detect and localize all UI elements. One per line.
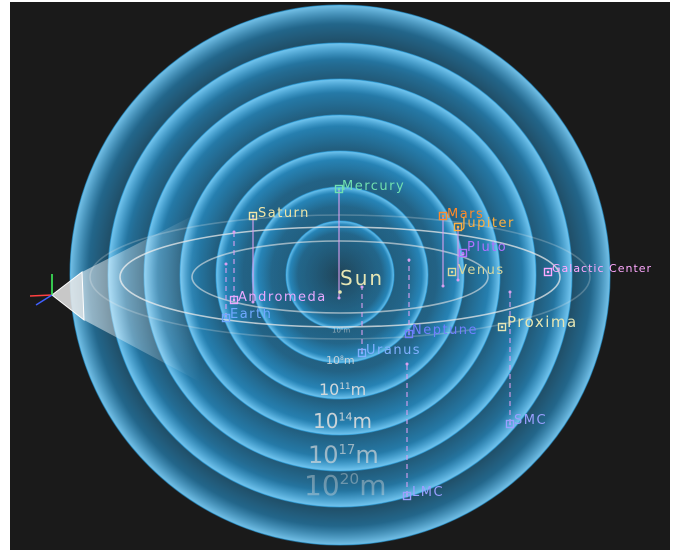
planet-marker-icon[interactable] [334,184,344,194]
label-venus[interactable]: Venus [458,263,505,278]
camera-view-cone [82,212,200,382]
label-neptune[interactable]: Neptune [412,323,479,338]
galaxy-marker-icon[interactable] [402,491,412,501]
planet-marker-icon[interactable] [447,267,457,277]
label-lmc[interactable]: LMC [412,485,445,500]
planet-marker-icon[interactable] [458,248,468,258]
scale-view-canvas[interactable]: Sun Mercury Saturn Mars Jupiter Pluto Venus And… [10,2,670,550]
scale-label: 1020m [304,469,387,502]
planet-marker-icon[interactable] [248,211,258,221]
label-mercury[interactable]: Mercury [342,179,406,194]
camera-body [51,271,85,322]
scale-label: 1017m [308,441,379,469]
scale-scene [29,4,611,546]
scale-label: 1014m [313,409,372,433]
label-smc[interactable]: SMC [514,413,548,428]
planet-marker-icon[interactable] [404,329,414,339]
scale-label: 108m [332,326,351,335]
camera-frustum [29,212,200,382]
star-marker-icon[interactable] [338,290,342,294]
axis-z [35,294,53,306]
label-saturn[interactable]: Saturn [258,206,310,221]
label-earth[interactable]: Earth [230,307,273,322]
label-jupiter[interactable]: Jupiter [462,216,515,231]
galaxy-marker-icon[interactable] [229,295,239,305]
label-pluto[interactable]: Pluto [467,240,508,255]
axis-x [29,294,53,297]
label-galactic-center[interactable]: Galactic Center [552,262,653,275]
scale-label: 1011m [319,380,367,399]
label-uranus[interactable]: Uranus [366,343,422,358]
planet-marker-icon[interactable] [221,313,231,323]
planet-marker-icon[interactable] [453,222,463,232]
star-marker-icon[interactable] [497,322,507,332]
label-mars[interactable]: Mars [447,207,485,222]
label-sun[interactable]: Sun [340,266,385,290]
label-proxima[interactable]: Proxima [507,313,578,331]
label-andromeda[interactable]: Andromeda [238,290,327,305]
object-markers [221,184,553,501]
distance-spheres [69,4,611,546]
planet-marker-icon[interactable] [438,211,448,221]
planet-marker-icon[interactable] [357,348,367,358]
object-stems [224,189,512,496]
galaxy-marker-icon[interactable] [543,267,553,277]
distance-sphere [285,220,395,330]
galaxy-marker-icon[interactable] [505,419,515,429]
scale-label: 108m [326,354,355,367]
